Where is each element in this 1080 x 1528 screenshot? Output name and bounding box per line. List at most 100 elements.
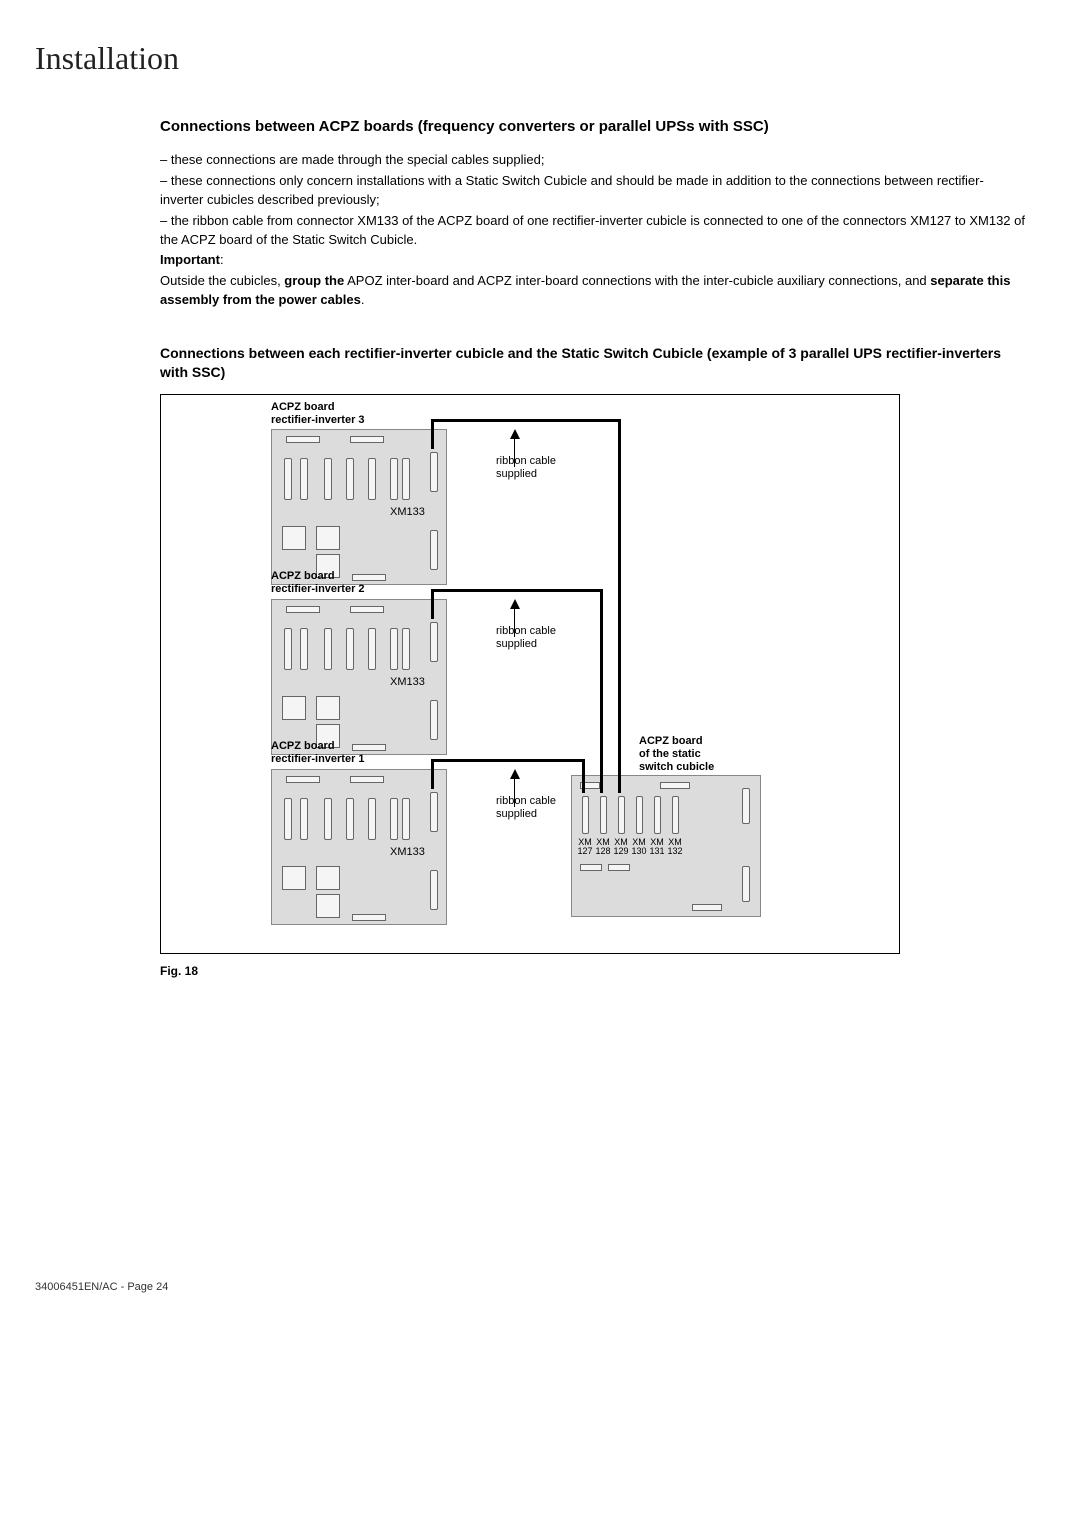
cable2 bbox=[600, 589, 603, 793]
ssc-label: ACPZ board of the static switch cubicle bbox=[639, 735, 714, 775]
ssc-pin-130 bbox=[636, 796, 643, 834]
cable3 bbox=[618, 419, 621, 793]
board1-label: ACPZ board rectifier-inverter 1 bbox=[271, 740, 365, 766]
diagram-figure: ACPZ board rectifier-inverter 3 XM133 ri… bbox=[160, 394, 900, 954]
imp-e: . bbox=[361, 292, 365, 307]
board2-label: ACPZ board rectifier-inverter 2 bbox=[271, 570, 365, 596]
ssc-pin-132 bbox=[672, 796, 679, 834]
bullet-1: – these connections are made through the… bbox=[160, 151, 1025, 170]
imp-b: group the bbox=[284, 273, 344, 288]
doc-number: 34006451EN/AC bbox=[35, 1281, 118, 1293]
connector bbox=[430, 870, 438, 910]
board3: XM133 bbox=[271, 429, 447, 585]
sq bbox=[282, 526, 306, 550]
sq bbox=[316, 526, 340, 550]
ssc-pin-131 bbox=[654, 796, 661, 834]
xm133-label: XM133 bbox=[390, 676, 425, 688]
cable1 bbox=[431, 759, 585, 762]
xm133-label: XM133 bbox=[390, 846, 425, 858]
connector-xm133 bbox=[430, 792, 438, 832]
imp-a: Outside the cubicles, bbox=[160, 273, 284, 288]
board2-l2: rectifier-inverter 2 bbox=[271, 583, 365, 595]
cable2 bbox=[431, 589, 434, 619]
cable3 bbox=[431, 419, 434, 449]
slot bbox=[286, 776, 320, 783]
slot bbox=[350, 776, 384, 783]
ssc-pin-127 bbox=[582, 796, 589, 834]
important-label: Important: bbox=[160, 251, 1025, 270]
pin bbox=[284, 628, 292, 670]
connector bbox=[430, 530, 438, 570]
sq bbox=[316, 696, 340, 720]
ribbon2-text: ribbon cable supplied bbox=[496, 625, 556, 651]
pin bbox=[324, 798, 332, 840]
ribbon1-text: ribbon cable supplied bbox=[496, 795, 556, 821]
pin bbox=[284, 458, 292, 500]
bullet-2: – these connections only concern install… bbox=[160, 172, 1025, 210]
connector-xm133 bbox=[430, 452, 438, 492]
board3-label: ACPZ board rectifier-inverter 3 bbox=[271, 401, 365, 427]
pin bbox=[300, 798, 308, 840]
pin bbox=[390, 458, 398, 500]
pin bbox=[402, 458, 410, 500]
pin bbox=[368, 458, 376, 500]
sq bbox=[316, 866, 340, 890]
page-footer: 34006451EN/AC - Page 24 bbox=[35, 1281, 168, 1293]
board1: XM133 bbox=[271, 769, 447, 925]
ribbon-l2: supplied bbox=[496, 468, 537, 480]
slot bbox=[286, 606, 320, 613]
ribbon3-text: ribbon cable supplied bbox=[496, 455, 556, 481]
slot bbox=[580, 864, 602, 871]
slot bbox=[692, 904, 722, 911]
ssc-pin-128 bbox=[600, 796, 607, 834]
cable1 bbox=[431, 759, 434, 789]
important-text: Outside the cubicles, group the APOZ int… bbox=[160, 272, 1025, 310]
page-number: - Page 24 bbox=[118, 1281, 169, 1293]
board3-l2: rectifier-inverter 3 bbox=[271, 414, 365, 426]
pin bbox=[300, 628, 308, 670]
ribbon-l2: supplied bbox=[496, 638, 537, 650]
ssc-l1: ACPZ board bbox=[639, 735, 703, 747]
slot bbox=[660, 782, 690, 789]
ribbon-l1: ribbon cable bbox=[496, 795, 556, 807]
pin bbox=[300, 458, 308, 500]
pin bbox=[324, 458, 332, 500]
pin bbox=[390, 628, 398, 670]
ribbon-l2: supplied bbox=[496, 808, 537, 820]
ssc-l2: of the static bbox=[639, 748, 701, 760]
pin bbox=[402, 798, 410, 840]
slot bbox=[608, 864, 630, 871]
xm127-label: XM127 bbox=[577, 838, 593, 856]
ssc-l3: switch cubicle bbox=[639, 761, 714, 773]
slot bbox=[350, 436, 384, 443]
pin bbox=[402, 628, 410, 670]
board1-l1: ACPZ board bbox=[271, 740, 335, 752]
board1-l2: rectifier-inverter 1 bbox=[271, 753, 365, 765]
cable2 bbox=[431, 589, 603, 592]
arrow-icon bbox=[510, 599, 520, 609]
arrow-icon bbox=[510, 429, 520, 439]
pin bbox=[284, 798, 292, 840]
cable1 bbox=[582, 759, 585, 793]
pin bbox=[346, 628, 354, 670]
connector bbox=[742, 788, 750, 824]
ssc-pin-129 bbox=[618, 796, 625, 834]
connector bbox=[742, 866, 750, 902]
imp-c: APOZ inter-board and ACPZ inter-board co… bbox=[344, 273, 930, 288]
cable3 bbox=[431, 419, 621, 422]
slot bbox=[352, 914, 386, 921]
ribbon-l1: ribbon cable bbox=[496, 455, 556, 467]
pin bbox=[368, 628, 376, 670]
board2-l1: ACPZ board bbox=[271, 570, 335, 582]
sq bbox=[316, 894, 340, 918]
connector-xm133 bbox=[430, 622, 438, 662]
xm131-label: XM131 bbox=[649, 838, 665, 856]
pin bbox=[324, 628, 332, 670]
section2-heading: Connections between each rectifier-inver… bbox=[160, 344, 1025, 382]
figure-caption: Fig. 18 bbox=[160, 964, 1025, 978]
arrow-icon bbox=[510, 769, 520, 779]
xm129-label: XM129 bbox=[613, 838, 629, 856]
ribbon-l1: ribbon cable bbox=[496, 625, 556, 637]
bullet-3: – the ribbon cable from connector XM133 … bbox=[160, 212, 1025, 250]
sq bbox=[282, 696, 306, 720]
